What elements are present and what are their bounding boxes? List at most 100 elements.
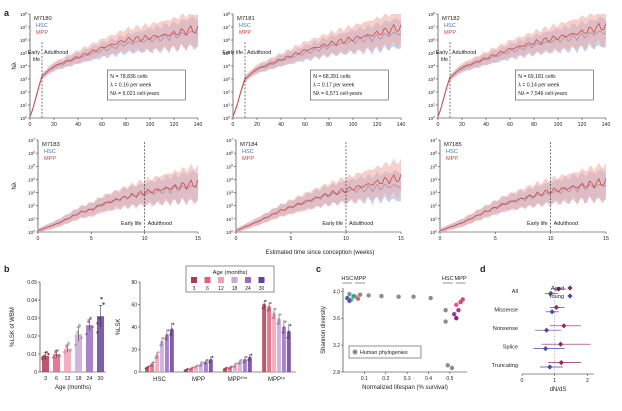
chart-a6: 100 101 102 103 104 105 106 107 0 5 10 15 M7185HSCMP… [430, 137, 609, 242]
bar [145, 367, 150, 372]
data-point [47, 352, 50, 356]
x-tick-label: 0 [29, 122, 32, 128]
bar [52, 354, 61, 372]
stats-line: N = 68,391 cells [313, 74, 351, 80]
data-point [91, 325, 94, 329]
data-point [169, 333, 172, 336]
data-point [240, 359, 243, 362]
chart-b2: 0 20 40 60 80 HSC MPP MPPGm MPPLy %LSK Age (months… [116, 265, 296, 383]
y-tick-label: 105 [223, 50, 230, 56]
data-point [74, 343, 77, 347]
x-tick-label: 0 [439, 236, 442, 242]
data-point [96, 331, 99, 334]
bar [189, 368, 194, 372]
data-point [209, 358, 212, 361]
mpp-confidence-band [233, 14, 401, 118]
bar [272, 313, 276, 372]
x-tick-label: 140 [397, 122, 406, 128]
human-point [428, 295, 433, 301]
data-point [204, 360, 207, 363]
human-point [445, 363, 450, 368]
bar [233, 365, 237, 372]
mouse-point [454, 316, 459, 321]
y-tick-label: 107 [28, 137, 35, 143]
data-point [41, 356, 44, 359]
age-legend-label: 24 [245, 286, 251, 292]
x-tick-label: 140 [602, 122, 611, 128]
x-tick-label: 80 [531, 122, 537, 128]
data-point [206, 359, 209, 362]
x-axis-title: Normalized lifespan (% survival) [362, 385, 448, 391]
young-marker [542, 346, 549, 352]
group-label: HSC [153, 377, 166, 383]
human-point [443, 307, 448, 313]
y-tick-label: 0.02 [27, 334, 37, 340]
y-axis-title: Shannon diversity [321, 306, 327, 354]
legend-hsc: HSC [444, 23, 456, 29]
y-tick-label: 101 [28, 216, 35, 222]
data-point [264, 299, 267, 302]
data-point [284, 320, 287, 323]
legend-hsc: HSC [36, 23, 48, 29]
x-tick-label: 1 [553, 378, 556, 384]
data-point [195, 365, 198, 368]
y-tick-label: 100 [28, 229, 35, 235]
y-tick-label: 102 [223, 89, 230, 95]
human-point [396, 294, 401, 299]
human-point [443, 319, 448, 324]
y-tick-label: 104 [223, 63, 230, 69]
mouse-id: M7183 [42, 142, 60, 148]
legend-aged-marker [567, 285, 573, 291]
mouse-id: M7184 [240, 142, 259, 148]
category-label: Nonsense [493, 326, 518, 332]
category-label: Splice [503, 344, 518, 350]
group-label: MPP [354, 276, 366, 282]
age-legend-title: Age (months) [213, 270, 248, 276]
y-tick-label: 106 [223, 37, 230, 43]
y-tick-label: 100 [428, 115, 435, 121]
y-tick-label: 101 [20, 102, 27, 108]
data-point [151, 363, 154, 366]
data-point [269, 302, 272, 305]
mpp-line [37, 179, 199, 232]
data-point [263, 303, 266, 306]
data-point [242, 361, 245, 364]
legend-mpp: MPP [36, 30, 48, 36]
y-tick-label: 3.6 [333, 316, 340, 322]
data-point [156, 354, 159, 357]
data-point [235, 362, 238, 365]
x-tick-label: 100 [349, 122, 358, 128]
category-label: Missense [494, 308, 518, 314]
human-point [449, 365, 455, 371]
data-point [248, 356, 251, 359]
adulthood-label: Adulthood [554, 221, 578, 227]
y-tick-label: 106 [428, 37, 435, 43]
data-point [282, 326, 285, 329]
legend-marker [352, 349, 358, 355]
y-tick-label: 102 [226, 203, 233, 209]
data-point [279, 313, 282, 316]
x-tick-label: 15 [195, 236, 201, 242]
human-point [411, 294, 416, 299]
age-legend-swatch [218, 277, 224, 283]
bar [203, 361, 208, 372]
data-point [191, 366, 194, 369]
category-label: Truncating [492, 363, 518, 369]
data-point [185, 368, 188, 371]
young-marker [549, 309, 555, 315]
early-life-label: Early life [222, 50, 243, 56]
data-point [247, 359, 250, 362]
legend-mpp: MPP [44, 156, 56, 162]
age-legend-swatch [204, 277, 211, 283]
y-tick-label: 104 [28, 177, 35, 183]
aged-marker [558, 341, 564, 347]
data-point [188, 368, 191, 371]
y-tick-label: 106 [20, 37, 27, 43]
data-point [76, 331, 79, 334]
bar [41, 355, 50, 372]
mpp-line [232, 23, 402, 117]
data-point [237, 362, 240, 365]
y-tick-label: 108 [223, 11, 230, 17]
data-point [146, 366, 149, 369]
